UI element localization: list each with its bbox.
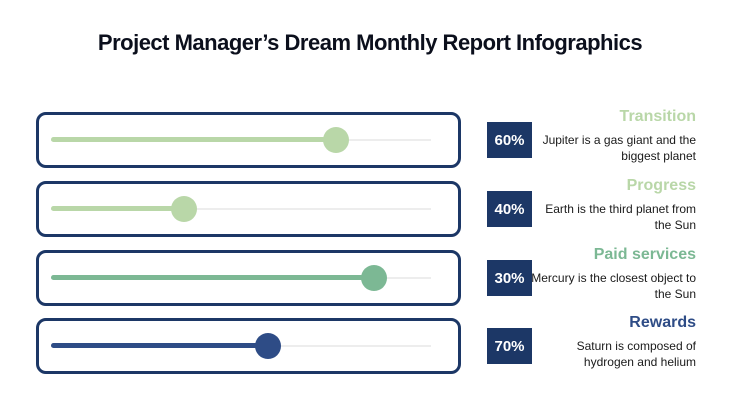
slider-panel <box>36 318 461 374</box>
slider-knob[interactable] <box>323 127 349 153</box>
row-label: Rewards <box>629 314 696 331</box>
slider-panel <box>36 250 461 306</box>
percent-badge: 30% <box>487 260 532 296</box>
slider-knob[interactable] <box>361 265 387 291</box>
row-description: Mercury is the closest object to the Sun <box>531 271 696 301</box>
percent-badge: 40% <box>487 191 532 227</box>
row-rewards: 70% Rewards Saturn is composed of hydrog… <box>0 314 740 374</box>
page-title: Project Manager’s Dream Monthly Report I… <box>97 30 643 55</box>
row-description: Earth is the third planet from the Sun <box>545 202 696 232</box>
slider-panel <box>36 181 461 237</box>
row-progress: 40% Progress Earth is the third planet f… <box>0 177 740 237</box>
row-description: Jupiter is a gas giant and the biggest p… <box>542 133 696 163</box>
slider-knob[interactable] <box>254 333 281 359</box>
percent-badge: 60% <box>487 122 532 158</box>
percent-badge: 70% <box>487 328 532 364</box>
slider-panel <box>36 112 461 168</box>
row-paid-services: 30% Paid services Mercury is the closest… <box>0 246 740 306</box>
row-label: Progress <box>626 177 696 194</box>
row-transition: 60% Transition Jupiter is a gas giant an… <box>0 108 740 168</box>
row-label: Paid services <box>593 246 696 263</box>
slider-track <box>51 208 431 210</box>
row-description: Saturn is composed of hydrogen and heliu… <box>576 339 696 369</box>
slider-knob[interactable] <box>171 196 197 222</box>
slider-fill <box>51 137 336 142</box>
row-label: Transition <box>619 108 696 125</box>
slider-fill <box>51 343 268 348</box>
slider-fill <box>51 275 374 280</box>
slider-fill <box>51 206 184 211</box>
